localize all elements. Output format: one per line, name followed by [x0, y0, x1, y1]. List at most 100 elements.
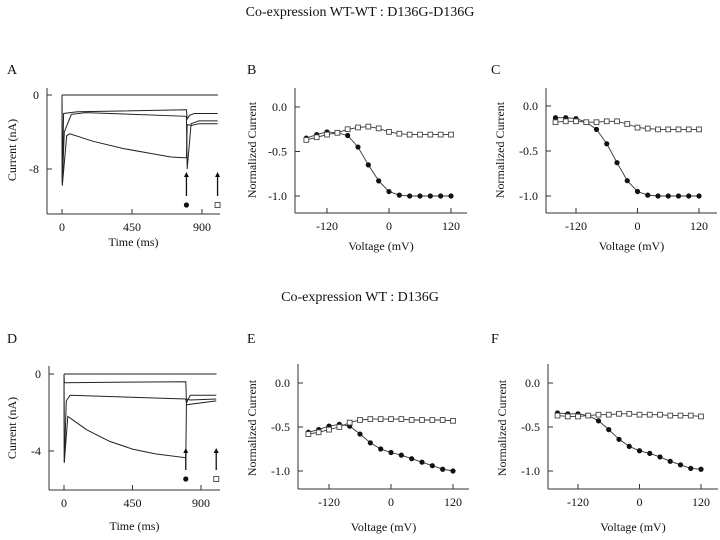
y-axis-label: Normalized Current: [495, 379, 509, 476]
panel-label-b: B: [247, 63, 256, 78]
data-point-filled-circle: [675, 193, 682, 199]
data-point-filled-circle: [636, 448, 643, 454]
data-point-filled-circle: [365, 162, 371, 168]
data-point-filled-circle: [696, 193, 702, 199]
y-tick-label: 0.0: [523, 99, 538, 113]
x-axis-label: Voltage (mV): [351, 520, 416, 534]
data-point-open-square: [665, 126, 672, 133]
data-point-open-square: [450, 417, 456, 424]
data-point-open-square: [377, 416, 384, 422]
data-point-filled-circle: [388, 449, 394, 456]
data-point-filled-circle: [606, 427, 612, 433]
data-point-open-square: [336, 424, 343, 430]
y-axis-label: Normalized Current: [245, 379, 259, 476]
filled-circle-line: [557, 412, 702, 470]
data-point-filled-circle: [665, 193, 671, 199]
data-point-filled-circle: [624, 178, 630, 184]
x-tick-label: 900: [193, 220, 211, 234]
data-point-open-square: [437, 131, 444, 138]
data-point-open-square: [685, 126, 692, 133]
arrow-head-icon: [183, 448, 189, 453]
y-tick-label: 0.0: [275, 376, 290, 390]
data-point-open-square: [408, 417, 415, 423]
arrow-head-icon: [213, 448, 219, 453]
data-point-open-square: [644, 125, 651, 132]
data-point-open-square: [634, 124, 641, 131]
y-tick-label: 0: [33, 88, 39, 102]
x-tick-label: 120: [444, 495, 462, 509]
data-point-filled-circle: [438, 193, 444, 199]
x-tick-label: 120: [690, 219, 708, 233]
data-point-open-square: [657, 411, 663, 418]
data-point-filled-circle: [419, 459, 425, 465]
x-tick-label: 0: [635, 219, 641, 233]
data-point-filled-circle: [667, 458, 673, 464]
data-point-filled-circle: [448, 193, 454, 199]
data-point-filled-circle: [604, 141, 610, 147]
data-point-filled-circle: [688, 465, 694, 471]
bottom-title: Co-expression WT : D136G: [281, 290, 439, 305]
x-tick-label: 0: [388, 495, 394, 509]
data-point-open-square: [552, 119, 559, 126]
panel-d: 0 -4 0 450 900 Time (ms) Current (nA): [5, 366, 220, 533]
data-point-filled-circle: [355, 144, 361, 150]
data-point-open-square: [313, 134, 320, 141]
x-tick-label: -120: [316, 219, 338, 233]
current-trace-3: [61, 94, 218, 183]
current-trace-4: [63, 373, 217, 463]
x-tick-label: 0: [386, 219, 392, 233]
data-point-filled-circle: [345, 132, 351, 139]
data-point-filled-circle: [595, 418, 602, 424]
data-point-filled-circle: [409, 456, 415, 462]
data-point-open-square: [675, 126, 682, 133]
panel-f: 0.0 -0.5 -1.0 -120 0 120 Voltage (mV) Normalize…: [495, 364, 718, 534]
y-axis-label: Current (nA): [5, 397, 19, 459]
data-point-filled-circle: [427, 193, 433, 199]
data-point-open-square: [326, 426, 332, 433]
data-point-open-square: [624, 121, 631, 127]
x-axis-label: Time (ms): [109, 235, 159, 249]
data-point-open-square: [575, 413, 581, 420]
y-tick-label: -8: [29, 162, 39, 176]
x-tick-label: -120: [567, 495, 589, 509]
x-axis-label: Voltage (mV): [348, 239, 413, 253]
y-axis-label: Current (nA): [5, 119, 19, 181]
data-point-open-square: [386, 129, 392, 135]
data-point-filled-circle: [552, 115, 559, 121]
data-point-open-square: [367, 416, 374, 422]
y-axis-label: Normalized Current: [245, 101, 259, 198]
y-axis-label: Normalized Current: [493, 101, 507, 198]
data-point-open-square: [585, 412, 592, 419]
data-point-filled-circle: [376, 178, 382, 184]
data-point-open-square: [667, 412, 674, 419]
data-point-open-square: [305, 431, 312, 437]
x-tick-label: 900: [192, 496, 210, 510]
filled-circle-marker: [183, 202, 190, 208]
x-tick-label: 0: [59, 220, 65, 234]
data-point-open-square: [439, 417, 446, 423]
data-point-open-square: [646, 411, 653, 418]
panel-e: 0.0 -0.5 -1.0 -120 0 120 Voltage (mV) Normalize…: [245, 364, 469, 534]
data-point-open-square: [583, 119, 590, 126]
data-point-open-square: [626, 410, 633, 417]
data-point-open-square: [427, 131, 434, 138]
panel-label-a: A: [7, 63, 18, 78]
data-point-filled-circle: [407, 193, 413, 199]
panel-label-c: C: [491, 63, 500, 78]
y-tick-label: -1.0: [268, 189, 287, 203]
data-point-open-square: [388, 416, 394, 422]
panel-c: 0.0 -0.5 -1.0 -120 0 120 Voltage (mV) Normalize…: [493, 88, 717, 253]
current-trace-3: [63, 373, 217, 463]
data-point-filled-circle: [655, 193, 661, 199]
data-point-open-square: [375, 125, 382, 132]
x-tick-label: 450: [123, 220, 141, 234]
data-point-open-square: [554, 412, 561, 419]
x-tick-label: -120: [565, 219, 587, 233]
open-square-marker: [214, 202, 221, 208]
arrow-head-icon: [215, 172, 221, 177]
open-square-marker: [213, 476, 220, 482]
data-point-open-square: [357, 417, 363, 423]
data-point-open-square: [696, 126, 702, 133]
data-point-open-square: [324, 131, 330, 138]
